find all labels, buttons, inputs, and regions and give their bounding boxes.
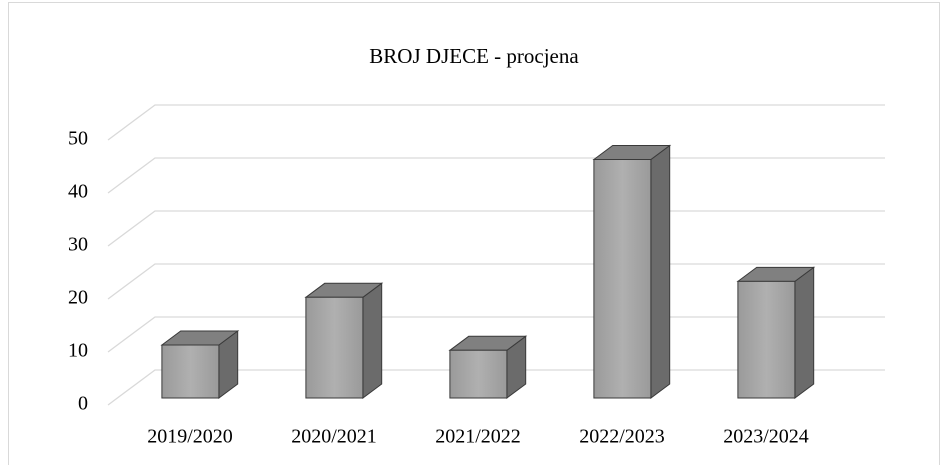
bar — [160, 330, 240, 399]
x-tick-label: 2020/2021 — [291, 426, 377, 448]
bar-front — [161, 344, 220, 399]
x-tick-label: 2019/2020 — [147, 426, 233, 448]
y-tick-label: 30 — [68, 234, 88, 256]
y-tick-label: 0 — [78, 393, 88, 415]
bar-side — [650, 144, 671, 399]
bar-side — [362, 282, 383, 399]
bar — [736, 266, 816, 399]
bar-front — [449, 349, 508, 399]
grid-line — [107, 104, 885, 141]
chart-title: BROJ DJECE - procjena — [369, 44, 579, 68]
bar-front — [593, 159, 652, 399]
x-tick-label: 2022/2023 — [579, 426, 665, 448]
y-tick-label: 20 — [68, 287, 88, 309]
bar-front — [305, 296, 364, 399]
bar — [304, 282, 384, 399]
x-tick-label: 2023/2024 — [723, 426, 809, 448]
y-tick-label: 40 — [68, 181, 88, 203]
y-tick-label: 50 — [68, 128, 88, 150]
x-tick-label: 2021/2022 — [435, 426, 521, 448]
bar — [448, 335, 528, 399]
y-tick-label: 10 — [68, 340, 88, 362]
bar-side — [794, 266, 815, 399]
bar-front — [737, 280, 796, 399]
bar — [592, 144, 672, 399]
